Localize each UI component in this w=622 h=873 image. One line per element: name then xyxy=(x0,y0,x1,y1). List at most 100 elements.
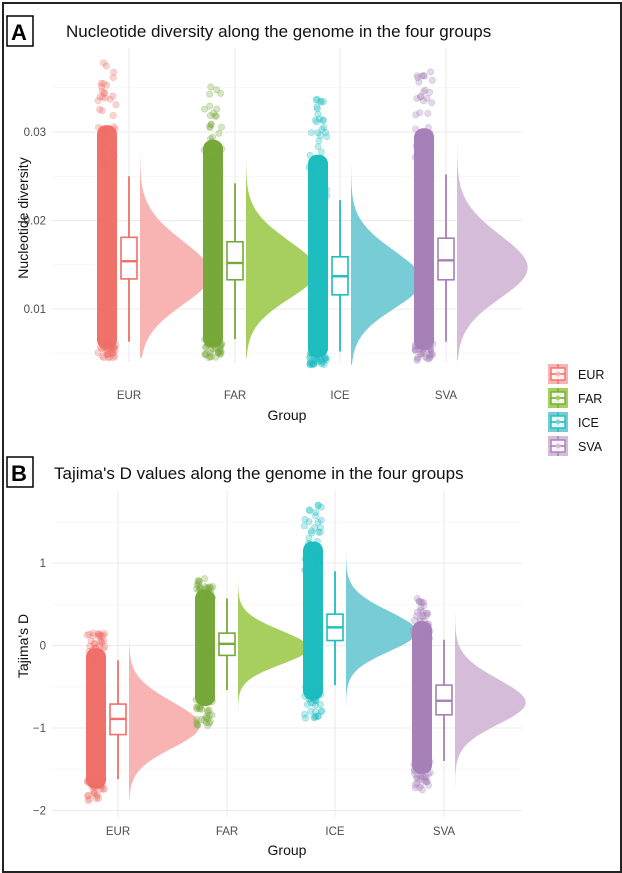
data-point xyxy=(201,336,209,344)
data-point xyxy=(202,719,210,727)
data-point xyxy=(419,138,427,146)
data-point xyxy=(199,692,207,700)
data-point xyxy=(311,683,319,691)
data-point xyxy=(207,346,215,354)
data-point xyxy=(305,539,313,547)
x-tick-label: SVA xyxy=(435,390,457,402)
data-point xyxy=(96,632,104,640)
data-point xyxy=(88,782,96,790)
data-point xyxy=(417,760,425,768)
data-point xyxy=(206,592,214,600)
data-point xyxy=(202,350,210,358)
data-point xyxy=(313,538,321,546)
data-point xyxy=(203,589,211,597)
data-point xyxy=(90,787,98,795)
data-point xyxy=(216,350,224,358)
data-point xyxy=(101,643,109,651)
panel-a-y-ticks: 0.01 0.02 0.03 xyxy=(24,127,46,316)
data-point xyxy=(212,353,220,361)
data-point xyxy=(309,549,317,557)
data-point xyxy=(311,695,319,703)
data-point xyxy=(317,516,325,524)
data-point xyxy=(315,712,323,720)
data-point xyxy=(411,345,419,353)
data-point xyxy=(314,358,322,366)
data-point xyxy=(90,781,98,789)
data-point xyxy=(103,347,111,355)
data-point xyxy=(409,626,417,634)
data-point xyxy=(425,346,433,354)
data-point xyxy=(213,155,221,163)
data-point xyxy=(215,338,223,346)
data-point xyxy=(85,630,93,638)
data-point xyxy=(423,94,431,102)
data-point xyxy=(312,512,320,520)
data-point xyxy=(411,346,419,354)
data-point xyxy=(194,580,202,588)
data-point xyxy=(426,769,434,777)
data-point xyxy=(311,694,319,702)
data-point xyxy=(417,350,425,358)
data-point xyxy=(419,773,427,781)
points-dense-band xyxy=(308,154,328,358)
data-point xyxy=(106,349,114,357)
data-point xyxy=(301,515,309,523)
data-point xyxy=(204,341,212,349)
data-point xyxy=(193,705,201,713)
data-point xyxy=(96,144,104,152)
data-point xyxy=(104,351,112,359)
data-point xyxy=(411,343,419,351)
data-point xyxy=(423,620,431,628)
data-point xyxy=(313,95,321,103)
data-point xyxy=(208,698,216,706)
data-point xyxy=(312,690,320,698)
data-point xyxy=(310,361,318,369)
data-point xyxy=(425,351,433,359)
data-point xyxy=(303,683,311,691)
data-point xyxy=(204,715,212,723)
data-point xyxy=(412,125,420,133)
data-point xyxy=(208,695,216,703)
legend: EUR FAR ICE SVA xyxy=(548,364,604,456)
data-point xyxy=(427,68,435,76)
y-tick-label: 1 xyxy=(40,558,46,570)
data-point xyxy=(104,353,112,361)
data-point xyxy=(313,118,321,126)
half-violin xyxy=(455,598,526,790)
data-point xyxy=(416,631,424,639)
data-point xyxy=(303,547,311,555)
data-point xyxy=(316,132,324,140)
data-point xyxy=(90,789,98,797)
data-point xyxy=(103,338,111,346)
data-point xyxy=(313,354,321,362)
data-point xyxy=(423,758,431,766)
data-point xyxy=(101,94,109,102)
data-point xyxy=(207,121,215,129)
points-dense-band xyxy=(97,125,117,349)
data-point xyxy=(101,129,109,137)
data-point xyxy=(306,349,314,357)
data-point xyxy=(424,109,432,117)
data-point xyxy=(306,360,314,368)
data-point xyxy=(316,562,324,570)
data-point xyxy=(87,637,95,645)
data-point xyxy=(309,694,317,702)
data-point xyxy=(97,649,105,657)
data-point xyxy=(319,116,327,124)
data-point xyxy=(96,643,104,651)
data-point xyxy=(85,779,93,787)
data-point xyxy=(215,129,223,137)
data-point xyxy=(196,594,204,602)
data-point xyxy=(310,352,318,360)
data-point xyxy=(302,683,310,691)
data-point xyxy=(213,337,221,345)
data-point xyxy=(314,528,322,536)
data-point xyxy=(197,588,205,596)
data-point xyxy=(420,345,428,353)
data-point xyxy=(89,632,97,640)
data-point xyxy=(90,639,98,647)
data-point xyxy=(416,772,424,780)
data-point xyxy=(311,713,319,721)
data-point xyxy=(419,613,427,621)
